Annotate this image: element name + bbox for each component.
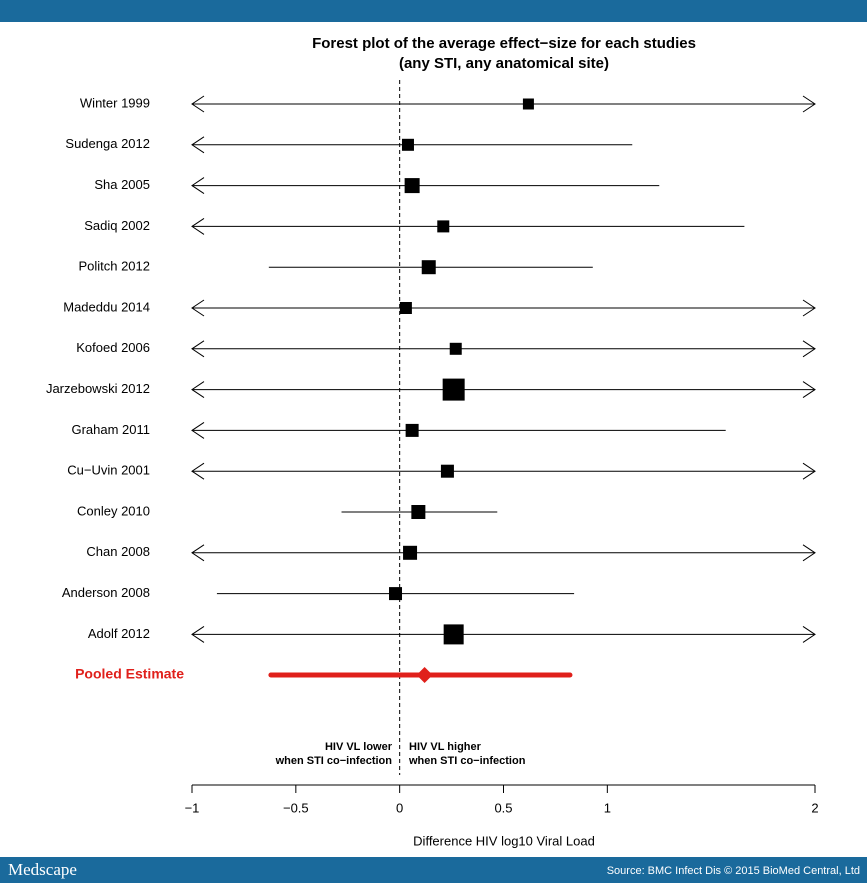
study-label: Madeddu 2014	[63, 299, 150, 314]
effect-box	[403, 545, 418, 560]
study-label: Adolf 2012	[88, 626, 150, 641]
pooled-diamond	[416, 667, 433, 683]
ci-arrow	[191, 299, 205, 317]
annotation: HIV VL lower	[325, 741, 393, 753]
study-label: Winter 1999	[80, 95, 150, 110]
effect-box	[437, 220, 450, 233]
ci-arrow	[191, 177, 205, 195]
ci-arrow	[802, 625, 816, 643]
study-label: Chan 2008	[86, 544, 150, 559]
ci-arrow	[802, 299, 816, 317]
footer-bar	[0, 857, 867, 883]
x-tick-label: 0	[396, 800, 403, 815]
study-label: Cu−Uvin 2001	[67, 463, 150, 478]
ci-arrow	[802, 340, 816, 358]
x-tick-label: 1	[604, 800, 611, 815]
annotation: when STI co−infection	[275, 755, 393, 767]
study-label: Conley 2010	[77, 503, 150, 518]
effect-box	[443, 624, 464, 645]
effect-box	[421, 260, 436, 275]
annotation: HIV VL higher	[409, 741, 482, 753]
ci-arrow	[191, 95, 205, 113]
x-tick-label: −1	[185, 800, 200, 815]
effect-box	[404, 178, 420, 194]
ci-arrow	[191, 381, 205, 399]
ci-arrow	[191, 217, 205, 235]
ci-arrow	[191, 462, 205, 480]
ci-arrow	[191, 136, 205, 154]
effect-box	[449, 342, 462, 355]
ci-arrow	[191, 625, 205, 643]
study-label: Sudenga 2012	[65, 136, 150, 151]
effect-box	[389, 587, 403, 601]
ci-arrow	[191, 421, 205, 439]
header-bar	[0, 0, 867, 22]
chart-title: (any STI, any anatomical site)	[399, 55, 609, 72]
effect-box	[405, 423, 419, 437]
effect-box	[399, 302, 412, 314]
source: Source: BMC Infect Dis © 2015 BioMed Cen…	[607, 865, 860, 877]
study-label: Sadiq 2002	[84, 218, 150, 233]
x-tick-label: 0.5	[494, 800, 512, 815]
x-tick-label: −0.5	[283, 800, 309, 815]
ci-arrow	[191, 544, 205, 562]
ci-arrow	[802, 381, 816, 399]
x-tick-label: 2	[811, 800, 818, 815]
effect-box	[522, 98, 534, 110]
ci-arrow	[802, 544, 816, 562]
brand: Medscape	[8, 860, 77, 879]
chart-title: Forest plot of the average effect−size f…	[312, 35, 696, 52]
ci-arrow	[802, 95, 816, 113]
effect-box	[440, 464, 454, 478]
x-axis-label: Difference HIV log10 Viral Load	[413, 833, 595, 848]
pooled-label: Pooled Estimate	[75, 666, 184, 682]
study-label: Politch 2012	[78, 259, 150, 274]
effect-box	[442, 378, 465, 401]
study-label: Kofoed 2006	[76, 340, 150, 355]
effect-box	[411, 505, 426, 519]
study-label: Graham 2011	[71, 422, 150, 437]
study-label: Anderson 2008	[62, 585, 150, 600]
study-label: Sha 2005	[94, 177, 150, 192]
ci-arrow	[191, 340, 205, 358]
ci-arrow	[802, 462, 816, 480]
study-label: Jarzebowski 2012	[46, 381, 150, 396]
annotation: when STI co−infection	[408, 755, 526, 767]
effect-box	[401, 138, 414, 151]
